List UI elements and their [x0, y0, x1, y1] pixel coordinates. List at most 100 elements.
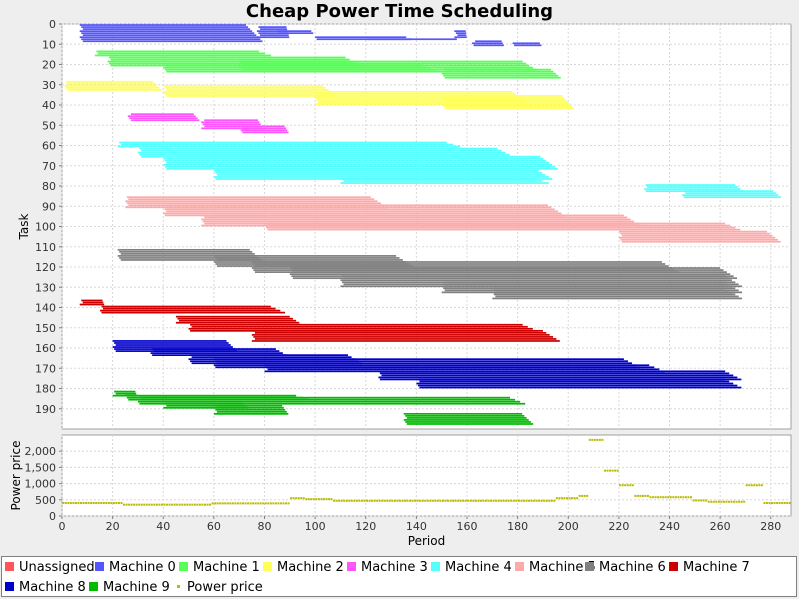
- price-point: [236, 502, 239, 505]
- price-point: [140, 503, 143, 506]
- task-bar: [239, 127, 287, 130]
- price-point: [214, 502, 217, 505]
- price-point: [515, 499, 518, 502]
- price-point: [90, 502, 93, 505]
- price-point: [545, 499, 548, 502]
- task-bar: [216, 404, 283, 407]
- price-point: [591, 438, 594, 441]
- task-bar: [216, 167, 536, 170]
- price-point: [343, 499, 346, 502]
- task-tick-label: 80: [42, 180, 56, 193]
- task-bar: [216, 259, 403, 261]
- task-bar: [67, 82, 156, 85]
- price-point: [92, 502, 95, 505]
- task-bar: [213, 176, 549, 178]
- task-bar: [378, 370, 726, 373]
- task-bar: [264, 224, 731, 227]
- price-point: [652, 496, 655, 499]
- price-point: [241, 502, 244, 505]
- task-bar: [117, 145, 461, 148]
- task-bar: [163, 91, 332, 93]
- task-bar: [202, 214, 624, 217]
- price-point: [788, 502, 791, 505]
- price-point: [429, 499, 432, 502]
- task-bar: [242, 70, 540, 73]
- task-bar: [129, 117, 198, 120]
- price-point: [586, 494, 589, 497]
- price-point: [568, 497, 571, 500]
- task-bar: [101, 305, 271, 308]
- task-tick-label: 40: [42, 99, 56, 112]
- price-point: [272, 502, 275, 505]
- task-bar: [128, 198, 375, 201]
- price-point: [644, 494, 647, 497]
- price-point: [252, 502, 255, 505]
- task-bar: [201, 127, 264, 130]
- price-point: [624, 484, 627, 487]
- price-point: [239, 502, 242, 505]
- price-point: [138, 503, 141, 506]
- price-point: [768, 502, 771, 505]
- price-point: [312, 498, 315, 501]
- task-bar: [125, 200, 378, 203]
- task-axis-label: Task: [17, 214, 31, 241]
- legend-item: Power price: [173, 580, 263, 596]
- task-bar: [242, 131, 289, 134]
- task-tick-label: 10: [42, 38, 56, 51]
- task-bar: [177, 317, 293, 320]
- task-bar: [119, 257, 260, 259]
- task-bar: [166, 210, 559, 213]
- price-tick-label: 1,000: [25, 478, 57, 491]
- task-bar: [82, 301, 104, 304]
- price-point: [533, 499, 536, 502]
- price-point: [388, 499, 391, 502]
- price-point: [69, 502, 72, 505]
- task-bar: [340, 182, 549, 184]
- x-tick-label: 80: [258, 520, 272, 533]
- task-tick-label: 150: [35, 322, 56, 335]
- price-point: [193, 503, 196, 506]
- price-point: [601, 438, 604, 441]
- price-point: [416, 499, 419, 502]
- task-bar: [153, 350, 280, 352]
- price-point: [758, 484, 761, 487]
- price-point: [588, 438, 591, 441]
- price-point: [507, 499, 510, 502]
- task-bar: [315, 36, 407, 39]
- price-point: [391, 499, 394, 502]
- task-bar: [139, 147, 498, 150]
- price-point: [406, 499, 409, 502]
- price-point: [155, 503, 158, 506]
- task-bar: [119, 141, 447, 144]
- price-point: [254, 502, 257, 505]
- task-tick-label: 90: [42, 200, 56, 213]
- price-point: [148, 503, 151, 506]
- price-point: [267, 502, 270, 505]
- task-tick-label: 120: [35, 261, 56, 274]
- price-point: [219, 502, 222, 505]
- price-point: [277, 502, 280, 505]
- price-point: [62, 502, 65, 505]
- price-point: [510, 499, 513, 502]
- price-point: [107, 502, 110, 505]
- price-point: [297, 497, 300, 500]
- task-bar: [381, 374, 734, 377]
- price-point: [350, 499, 353, 502]
- task-bar: [99, 309, 281, 312]
- price-point: [74, 502, 77, 505]
- task-bar: [343, 277, 729, 280]
- price-point: [102, 502, 105, 505]
- legend-swatch: [585, 562, 594, 571]
- price-point: [340, 499, 343, 502]
- price-point: [257, 502, 260, 505]
- price-point: [424, 499, 427, 502]
- task-bar: [201, 121, 260, 124]
- price-point: [730, 500, 733, 503]
- price-point: [677, 496, 680, 499]
- price-point: [117, 502, 120, 505]
- task-bar: [367, 38, 457, 41]
- task-bar: [419, 380, 730, 383]
- task-bar: [343, 180, 543, 182]
- price-point: [565, 497, 568, 500]
- task-bar: [242, 125, 285, 128]
